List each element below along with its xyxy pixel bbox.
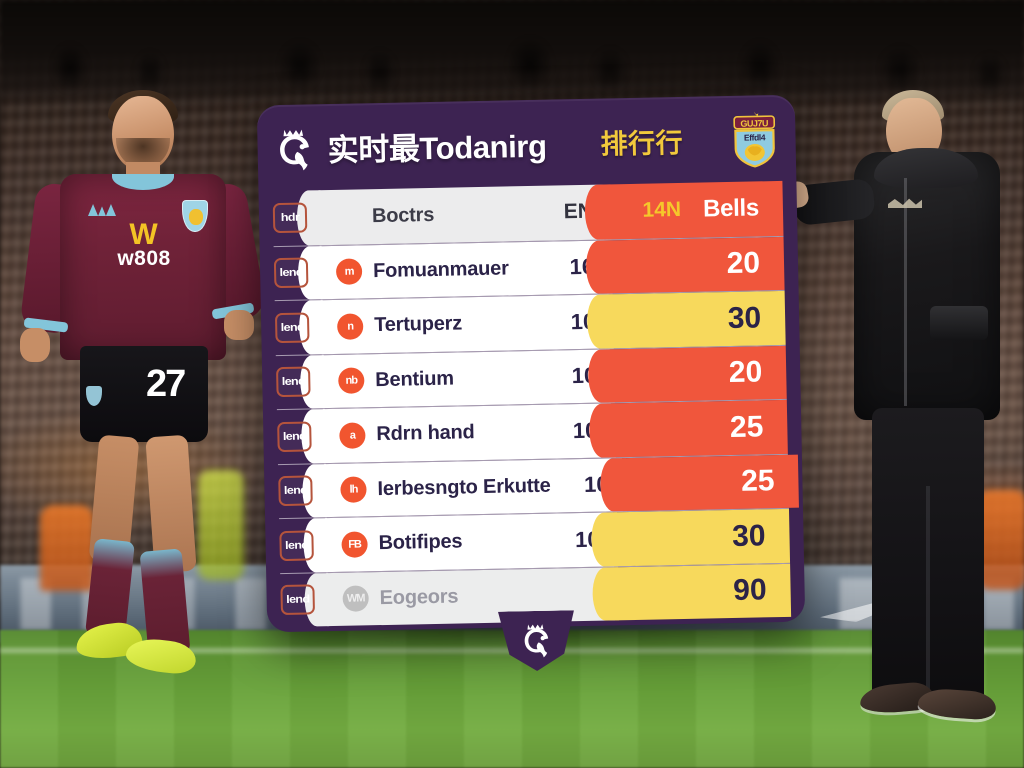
value-bar: 25 [622,454,800,512]
coach-jacket-zip [904,178,907,406]
rank-badge-icon: lend [276,366,311,398]
rank-cell: hdr [260,190,319,246]
column-header-bar-key: 14N [642,198,682,222]
player-left-hand [20,328,50,362]
value-bar: 20 [607,236,785,294]
table-row[interactable]: lend nb Bentium 10 20 [275,344,787,410]
team-logo-icon: a [339,422,366,449]
shirt-crest-icon [182,200,208,232]
board-subtitle: 排行行 [600,127,684,160]
coach-jacket-logo-icon [888,198,922,208]
rank-cell: lend [268,573,327,628]
coach-jacket-pocket [930,306,988,340]
row-body[interactable]: lh Ierbesngto Erkutte 10 [323,457,624,518]
rank-badge-text: lend [280,321,304,334]
team-logo-placeholder [335,204,362,231]
value-bar: 30 [608,290,786,348]
shorts-number: 27 [146,363,186,405]
football-player: W w808 27 [8,88,268,688]
rank-badge-icon: lend [278,475,313,507]
aston-villa-crest-icon: GUJ7U Effdl4 [729,109,780,168]
team-name: Bentium [375,367,455,391]
header-bar-labels: 14N Bells [642,195,759,225]
board-title: 实时最Todanirg [327,128,547,168]
svg-text:GUJ7U: GUJ7U [740,118,768,129]
table-row[interactable]: lend FB Botifipes 10 30 [279,507,791,573]
row-body[interactable]: a Rdrn hand 10 [322,403,612,463]
rank-cell: lend [263,300,322,355]
premier-league-lion-icon [271,120,318,175]
shorts-crest-icon [86,386,102,406]
team-logo-icon: n [336,313,364,340]
live-standings-board: 实时最Todanirg 排行行 GUJ7U Effdl4 [256,94,806,633]
table-row[interactable]: lend a Rdrn hand 10 25 [276,398,788,464]
upper-tier-silhouettes [0,16,1024,96]
team-name: Ierbesngto Erkutte [377,474,551,500]
value-bar: 20 [609,345,787,403]
board-header: 实时最Todanirg 排行行 GUJ7U Effdl4 [257,95,797,192]
rank-badge-text: lend [279,266,303,280]
player-collar [112,174,174,190]
team-logo-icon: m [335,258,363,286]
header-bar: 14N Bells [606,180,784,239]
rank-badge-text: hdr [280,211,300,225]
svg-text:Effdl4: Effdl4 [744,132,766,142]
rank-cell: lend [265,409,324,464]
rank-badge-icon: lend [274,312,310,343]
rank-badge-icon: hdr [272,202,308,234]
rank-cell: lend [262,246,321,301]
team-logo-icon: FB [341,531,368,558]
board-footer-tab[interactable] [498,610,575,672]
column-header-team: Boctrs [371,203,435,227]
premier-league-lion-icon [517,617,556,662]
team-logo-icon: lh [340,476,367,504]
rank-badge-text: lend [285,593,310,607]
value-bar: 25 [610,399,788,457]
team-name: Botifipes [378,530,463,555]
player-right-hand [224,310,254,340]
rank-cell: lend [267,518,326,573]
rank-badge-icon: lend [279,530,314,561]
coach-trousers [872,408,984,708]
team-name: Rdrn hand [376,421,475,446]
coach-jacket [854,152,1000,420]
rank-cell: lend [264,355,323,410]
row-body[interactable]: n Tertuperz 10 [320,294,610,354]
row-body[interactable]: FB Botifipes 10 [325,512,615,572]
team-name: Tertuperz [373,312,463,337]
row-body[interactable]: nb Bentium 10 [321,348,611,409]
column-header-bar-value: Bells [702,194,760,223]
sideline-figure [978,490,1024,590]
rank-badge-text: lend [284,539,309,552]
shirt-sponsor-text: w808 [117,247,171,270]
rank-badge-text: lend [281,375,306,389]
value-bar: 30 [613,508,791,566]
standings-rows: hdr Boctrs EN 14N Bells [258,180,805,646]
rank-badge-text: lend [283,484,308,498]
rank-badge-icon: lend [280,584,315,616]
team-logo-icon: nb [338,367,365,395]
team-name: Eogeors [379,585,459,609]
header-row-body: Boctrs EN [318,184,608,245]
team-name: Fomuanmauer [372,257,509,282]
rank-badge-icon: lend [273,257,309,289]
rank-badge-text: lend [282,430,307,443]
coach-figure [779,86,1024,721]
value-bar: 90 [614,563,792,621]
shirt-sponsor-mark: W [129,218,157,251]
coach-hood [874,148,978,188]
rank-badge-icon: lend [277,421,312,452]
row-body[interactable]: m Fomuanmauer 16 [319,239,609,300]
team-logo-icon: WM [342,585,369,613]
rank-cell: lend [266,464,325,519]
coach-leg-seam [926,486,930,710]
sideline-figure [40,505,94,591]
sideline-figure [198,470,244,580]
standings-header-row: hdr Boctrs EN 14N Bells [272,180,784,246]
